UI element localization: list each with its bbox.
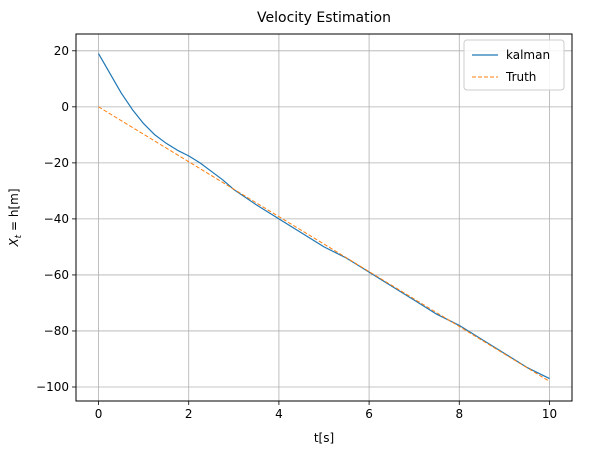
y-tick-label: −40 [44, 212, 69, 226]
legend-truth-label: Truth [505, 70, 536, 84]
y-axis-label: Xt = h[m] [7, 188, 24, 247]
legend-box [463, 39, 565, 91]
y-tick-label: 0 [61, 100, 69, 114]
y-tick-label: −20 [44, 156, 69, 170]
x-tick-label: 0 [95, 407, 103, 421]
plot-series [97, 53, 550, 382]
x-tick-label: 8 [455, 407, 463, 421]
x-tick-label: 6 [365, 407, 373, 421]
y-tick-label: −60 [44, 268, 69, 282]
y-tick-label: 20 [54, 44, 69, 58]
series-kalman-line [97, 53, 550, 380]
axis-ticks: 0 2 4 6 8 10 −100 −80 −60 −40 −20 0 20 [36, 44, 557, 421]
series-truth-line [98, 106, 550, 382]
legend: kalman Truth [463, 39, 565, 91]
y-tick-label: −80 [44, 324, 69, 338]
x-tick-label: 10 [542, 407, 557, 421]
chart-title: Velocity Estimation [257, 10, 391, 26]
axes-frame [75, 33, 573, 402]
x-tick-label: 4 [275, 407, 283, 421]
x-tick-label: 2 [185, 407, 193, 421]
x-axis-label: t[s] [314, 431, 334, 445]
y-tick-label: −100 [36, 380, 69, 394]
legend-kalman-label: kalman [506, 48, 550, 62]
